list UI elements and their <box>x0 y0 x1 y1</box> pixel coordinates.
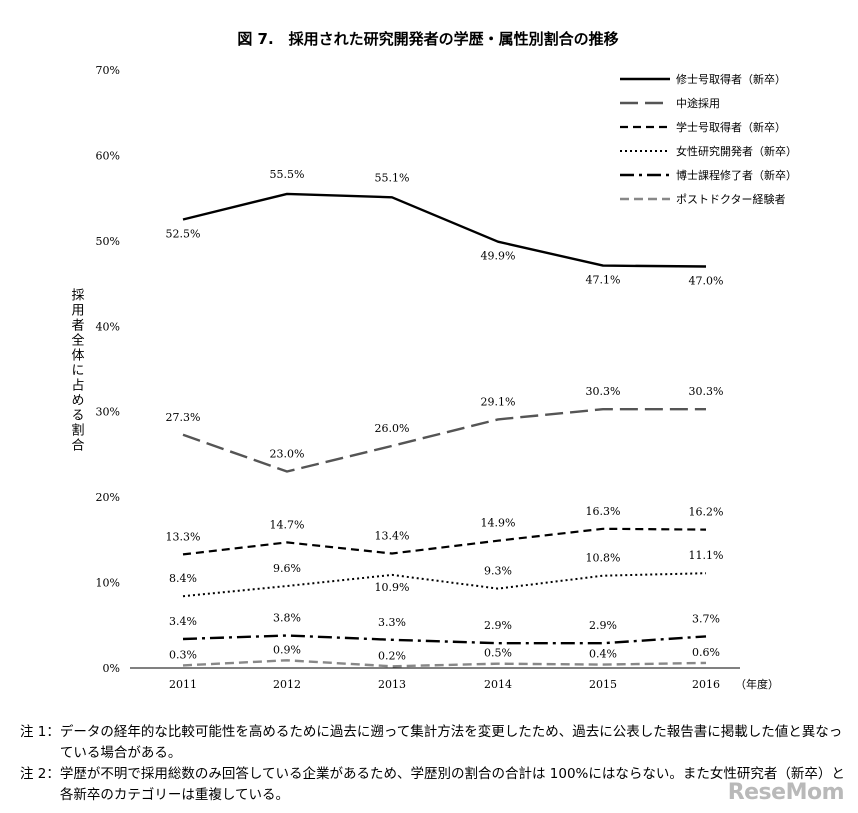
data-label: 2.9% <box>589 619 617 632</box>
data-label: 8.4% <box>169 572 197 585</box>
x-tick-label: 2014 <box>484 678 512 691</box>
data-label: 0.2% <box>378 649 406 662</box>
series-line <box>182 572 707 598</box>
data-label: 47.1% <box>586 274 621 287</box>
y-tick-label: 10% <box>96 577 120 590</box>
data-label: 0.5% <box>484 647 512 660</box>
data-label: 13.3% <box>166 530 201 543</box>
data-label: 10.8% <box>586 552 621 565</box>
data-label: 14.7% <box>270 518 305 531</box>
series-line <box>182 634 707 645</box>
data-label: 11.1% <box>689 549 724 562</box>
y-tick-label: 50% <box>96 235 120 248</box>
series-line <box>182 659 707 668</box>
line-chart: 図 7. 採用された研究開発者の学歴・属性別割合の推移 採用者全体に占める割合 … <box>69 30 798 691</box>
x-tick-label: 2016 <box>692 678 720 691</box>
footnote-1: 注 1： データの経年的な比較可能性を高めるために過去に遡って集計方法を変更した… <box>20 722 850 764</box>
legend-label: 修士号取得者（新卒） <box>676 72 786 86</box>
data-label: 3.3% <box>378 616 406 629</box>
x-tick-label: 2011 <box>169 678 197 691</box>
data-label: 0.3% <box>169 648 197 661</box>
x-tick-label: 2013 <box>378 678 406 691</box>
data-label: 3.4% <box>169 615 197 628</box>
legend-label: ポストドクター経験者 <box>676 192 786 206</box>
data-label: 16.3% <box>586 505 621 518</box>
data-label: 3.8% <box>273 612 301 625</box>
x-tick-label: 2015 <box>589 678 617 691</box>
data-label: 2.9% <box>484 619 512 632</box>
y-axis-label: 採用者全体に占める割合 <box>69 288 85 453</box>
y-tick-label: 70% <box>96 64 120 77</box>
x-tick-label: 2012 <box>273 678 301 691</box>
y-tick-label: 20% <box>96 491 120 504</box>
y-tick-label: 0% <box>103 662 120 675</box>
data-label: 0.9% <box>273 643 301 656</box>
data-label: 30.3% <box>689 385 724 398</box>
data-label: 30.3% <box>586 385 621 398</box>
legend-label: 女性研究開発者（新卒） <box>676 144 797 158</box>
data-label: 49.9% <box>481 250 516 263</box>
data-label: 29.1% <box>481 395 516 408</box>
footnote-text: データの経年的な比較可能性を高めるために過去に遡って集計方法を変更したため、過去… <box>59 724 843 761</box>
data-label: 55.1% <box>375 171 410 184</box>
chart-title: 図 7. 採用された研究開発者の学歴・属性別割合の推移 <box>237 30 618 48</box>
data-label: 13.4% <box>375 530 410 543</box>
series-line <box>182 192 707 268</box>
y-tick-label: 40% <box>96 320 120 333</box>
footnote-text: 学歴が不明で採用総数のみ回答している企業があるため、学歴別の割合の合計は 100… <box>59 766 845 803</box>
data-label: 10.9% <box>375 581 410 594</box>
legend-label: 学士号取得者（新卒） <box>676 120 786 134</box>
data-label: 16.2% <box>689 506 724 519</box>
footnotes: 注 1： データの経年的な比較可能性を高めるために過去に遡って集計方法を変更した… <box>20 722 850 806</box>
data-label: 26.0% <box>375 422 410 435</box>
legend-label: 博士課程修了者（新卒） <box>676 168 797 182</box>
x-axis-unit: （年度） <box>735 677 779 691</box>
data-label: 0.6% <box>692 646 720 659</box>
data-label: 3.7% <box>692 612 720 625</box>
y-tick-label: 60% <box>96 149 120 162</box>
data-label: 27.3% <box>166 411 201 424</box>
data-label: 14.9% <box>481 517 516 530</box>
data-label: 9.3% <box>484 565 512 578</box>
data-label: 9.6% <box>273 562 301 575</box>
series-line <box>182 527 707 556</box>
series-line <box>182 408 706 473</box>
footnote-2: 注 2： 学歴が不明で採用総数のみ回答している企業があるため、学歴別の割合の合計… <box>20 764 850 806</box>
footnote-label: 注 2： <box>20 766 60 782</box>
data-label: 23.0% <box>270 448 305 461</box>
y-tick-label: 30% <box>96 406 120 419</box>
watermark-logo: ReseMom <box>727 780 845 805</box>
footnote-label: 注 1： <box>20 724 60 740</box>
legend-label: 中途採用 <box>676 96 720 110</box>
data-label: 52.5% <box>166 228 201 241</box>
data-label: 47.0% <box>689 275 724 288</box>
data-label: 55.5% <box>270 168 305 181</box>
data-label: 0.4% <box>589 648 617 661</box>
